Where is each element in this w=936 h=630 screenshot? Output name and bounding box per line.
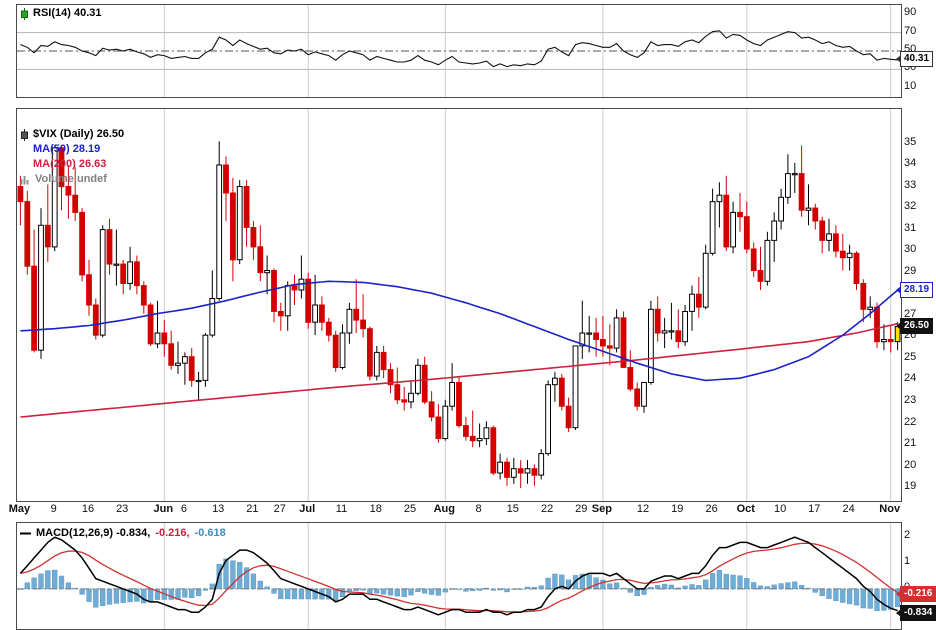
x-axis-day-label: 29 <box>575 503 588 515</box>
macd-signal-label: -0.216, <box>155 527 190 539</box>
x-axis-day-label: 17 <box>808 503 821 515</box>
x-axis-month-label: Sep <box>591 503 612 515</box>
x-axis-day-label: 27 <box>273 503 286 515</box>
x-axis-day-label: 11 <box>335 503 348 515</box>
macd-label: MACD(12,26,9) -0.834, <box>36 527 151 539</box>
last-price-tag: 26.50 <box>895 318 934 334</box>
x-axis-day-label: 9 <box>50 503 57 515</box>
x-axis-month-label: Jun <box>153 503 174 515</box>
macd-legend: MACD(12,26,9) -0.834, -0.216, -0.618 <box>20 526 226 541</box>
y-axis-label: 22 <box>904 415 917 428</box>
y-axis-label: 70 <box>904 24 917 37</box>
y-axis-label: 29 <box>904 264 917 277</box>
x-axis-month-label: Jul <box>299 503 316 515</box>
volume-bars-icon <box>20 174 31 185</box>
x-axis-day-label: 6 <box>180 503 187 515</box>
x-axis-day-label: 8 <box>475 503 482 515</box>
y-axis-label: 1 <box>904 555 911 568</box>
y-axis-label: 35 <box>904 135 917 148</box>
y-axis-label: 32 <box>904 200 917 213</box>
x-axis-day-label: 13 <box>212 503 225 515</box>
symbol-title: $VIX (Daily) 26.50 <box>33 128 125 140</box>
y-axis-label: 90 <box>904 6 917 19</box>
x-axis-day-label: 18 <box>369 503 382 515</box>
x-axis-month-label: Nov <box>879 503 901 515</box>
ma200-label: MA(200) 26.63 <box>33 158 107 170</box>
x-axis-day-label: 19 <box>671 503 684 515</box>
x-axis-day-label: 15 <box>506 503 519 515</box>
x-axis-day-label: 10 <box>773 503 787 515</box>
y-axis-label: 30 <box>904 243 917 256</box>
macd-signal-tag: -0.216 <box>895 586 936 602</box>
y-axis-label: 19 <box>904 480 917 493</box>
x-axis-day-label: 21 <box>246 503 259 515</box>
x-axis-day-label: 16 <box>81 503 95 515</box>
price-plot <box>17 109 901 501</box>
y-axis-label: 23 <box>904 393 917 406</box>
y-axis-label: 27 <box>904 307 917 320</box>
y-axis-label: 10 <box>904 79 917 92</box>
ma50-value-tag: 28.19 <box>895 281 934 298</box>
y-axis-label: 24 <box>904 372 917 385</box>
price-legend: $VIX (Daily) 26.50 MA(50) 28.19 MA(200) … <box>20 127 124 187</box>
y-axis-label: 21 <box>904 437 917 449</box>
macd-value-tag: -0.834 <box>895 605 936 621</box>
rsi-legend-label: RSI(14) 40.31 <box>33 7 102 19</box>
y-axis-label: 25 <box>904 350 917 363</box>
rsi-legend: RSI(14) 40.31 <box>20 6 101 21</box>
y-axis-label: 33 <box>904 178 917 191</box>
x-axis-day-label: 25 <box>403 503 417 515</box>
price-panel <box>16 108 902 502</box>
y-axis-label: 31 <box>904 221 917 234</box>
volume-label: Volume undef <box>35 173 107 185</box>
rsi-plot <box>17 5 901 97</box>
x-axis-day-label: 24 <box>842 503 855 515</box>
candlestick-icon <box>20 128 29 141</box>
x-axis-day-label: 12 <box>636 503 650 515</box>
macd-hist-label: -0.618 <box>194 527 226 539</box>
rsi-panel <box>16 4 902 98</box>
candlestick-icon <box>20 7 29 20</box>
rsi-value-tag: 40.31 <box>895 51 934 68</box>
x-axis-month-label: Aug <box>433 503 455 515</box>
ma50-label: MA(50) 28.19 <box>33 143 101 155</box>
y-axis-label: 2 <box>904 529 911 542</box>
x-axis-day-label: 26 <box>705 503 718 515</box>
x-axis-month-label: Oct <box>736 503 755 515</box>
y-axis-label: 20 <box>904 458 917 471</box>
x-axis-month-label: May <box>8 503 31 515</box>
macd-line-icon <box>20 529 31 538</box>
macd-plot <box>17 523 901 629</box>
y-axis-label: 34 <box>904 157 917 169</box>
x-axis-day-label: 23 <box>116 503 129 515</box>
macd-panel <box>16 522 902 630</box>
x-axis-day-label: 22 <box>540 503 554 515</box>
